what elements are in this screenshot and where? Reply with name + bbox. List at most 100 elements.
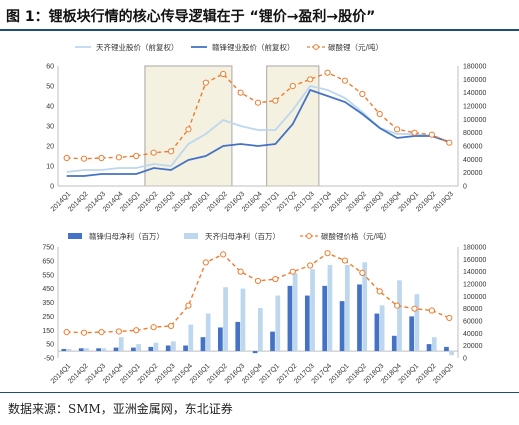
- bar-ganfeng-profit: [131, 347, 136, 352]
- bar-ganfeng-profit: [304, 295, 310, 352]
- y-right-tick-label: 0: [463, 184, 467, 191]
- lithium-price-marker: [167, 148, 175, 155]
- bar-tianqi-profit: [310, 269, 315, 352]
- y-right-tick-label: 80000: [463, 306, 483, 313]
- bar-tianqi-profit: [205, 313, 211, 352]
- line-ganfeng-price: [66, 88, 450, 177]
- bar-ganfeng-profit: [96, 348, 101, 352]
- lithium-price-marker: [289, 82, 296, 90]
- lithium-price-marker: [446, 314, 453, 322]
- bar-tianqi-profit: [362, 262, 368, 352]
- line-tianqi-price: [66, 84, 450, 173]
- lithium-price-marker: [185, 126, 192, 133]
- lithium-price-marker: [428, 131, 436, 138]
- lithium-price-marker: [115, 328, 122, 335]
- lithium-price-marker: [115, 154, 122, 161]
- lithium-price-marker: [411, 305, 418, 312]
- bar-ganfeng-profit: [444, 346, 449, 352]
- lithium-price-marker: [237, 268, 244, 275]
- y-right-tick-label: 100000: [463, 294, 486, 301]
- y-left-tick-label: 60: [46, 64, 54, 71]
- lithium-price-marker: [394, 302, 401, 309]
- bar-ganfeng-profit: [287, 285, 293, 352]
- bar-tianqi-profit: [84, 348, 89, 352]
- y-right-tick-label: 60000: [463, 319, 483, 326]
- bar-tianqi-profit: [188, 324, 194, 352]
- highlight-region-0: [144, 65, 233, 187]
- bar-tianqi-profit: [344, 265, 350, 352]
- lithium-price-marker: [98, 154, 105, 162]
- y-right-tick-label: 180000: [463, 245, 486, 252]
- bar-tianqi-profit: [327, 265, 333, 352]
- y-right-tick-label: 140000: [463, 269, 486, 276]
- legend-label: 赣锋归母净利（百万）: [89, 231, 164, 241]
- lithium-price-marker: [272, 97, 279, 104]
- bar-ganfeng-profit: [270, 331, 275, 352]
- y-left-tick-label: 550: [42, 272, 54, 279]
- bar-tianqi-profit: [397, 280, 402, 352]
- lithium-price-marker: [237, 89, 244, 96]
- lithium-price-marker: [289, 268, 296, 275]
- y-right-tick-label: 0: [463, 356, 467, 363]
- lithium-price-marker: [324, 250, 331, 257]
- bar-tianqi-profit: [275, 295, 281, 352]
- bar-tianqi-profit: [379, 305, 385, 352]
- bar-tianqi-profit: [171, 341, 176, 352]
- bar-ganfeng-profit: [357, 284, 362, 352]
- source-rule: [0, 392, 519, 393]
- bar-ganfeng-profit: [374, 313, 380, 352]
- lithium-price-marker: [307, 262, 314, 269]
- lithium-price-marker: [254, 99, 262, 106]
- bar-tianqi-profit: [414, 294, 420, 352]
- lithium-price-marker: [307, 76, 314, 83]
- bar-tianqi-profit: [118, 337, 124, 352]
- bar-tianqi-profit: [223, 287, 228, 352]
- lithium-price-marker: [254, 277, 262, 285]
- lithium-price-marker: [167, 322, 175, 330]
- y-right-tick-label: 20000: [463, 343, 483, 350]
- y-left-tick-label: 40: [46, 104, 54, 111]
- lithium-price-marker: [376, 110, 383, 118]
- title-rule: [0, 29, 519, 31]
- lithium-price-marker: [202, 259, 209, 266]
- y-right-tick-label: 40000: [463, 157, 483, 164]
- lithium-price-marker: [63, 154, 70, 162]
- legend-swatch: [306, 233, 312, 239]
- y-right-tick-label: 80000: [463, 130, 483, 137]
- lithium-price-marker: [324, 69, 331, 76]
- lithium-price-marker: [220, 70, 227, 78]
- y-right-tick-label: 100000: [463, 117, 486, 124]
- lithium-price-marker: [411, 129, 418, 136]
- bar-tianqi-profit: [101, 348, 107, 352]
- figure-source: 数据来源：SMM，亚洲金属网，东北证券: [8, 402, 233, 416]
- lithium-price-marker: [80, 155, 88, 162]
- y-left-tick-label: 150: [42, 328, 54, 335]
- lithium-price-marker: [202, 79, 209, 86]
- y-left-tick-label: 750: [42, 245, 54, 252]
- lithium-price-marker: [446, 139, 453, 146]
- y-right-tick-label: 160000: [463, 77, 486, 84]
- lithium-price-marker: [133, 152, 140, 160]
- legend-label: 天齐归母净利（百万）: [205, 231, 280, 241]
- y-right-tick-label: 140000: [463, 90, 486, 97]
- y-right-tick-label: 120000: [463, 282, 486, 289]
- legend-swatch: [184, 233, 198, 239]
- bar-ganfeng-profit: [200, 337, 206, 352]
- legend-swatch: [68, 233, 82, 239]
- lithium-price-marker: [394, 126, 401, 133]
- y-right-tick-label: 120000: [463, 104, 486, 111]
- lithium-price-marker: [63, 329, 70, 336]
- lithium-price-marker: [133, 327, 140, 334]
- lithium-price-marker: [220, 251, 227, 258]
- bar-ganfeng-profit: [113, 347, 119, 352]
- bar-ganfeng-profit: [148, 346, 154, 352]
- y-left-tick-label: 50: [46, 84, 54, 91]
- legend-label: 碳酸锂价格（元/吨）: [321, 231, 391, 241]
- bar-ganfeng-profit: [165, 345, 171, 352]
- bar-ganfeng-profit: [218, 327, 223, 352]
- y-left-tick-label: 350: [42, 300, 54, 307]
- y-left-tick-label: -50: [44, 356, 54, 363]
- y-right-tick-label: 60000: [463, 144, 483, 151]
- lithium-price-marker: [150, 149, 157, 156]
